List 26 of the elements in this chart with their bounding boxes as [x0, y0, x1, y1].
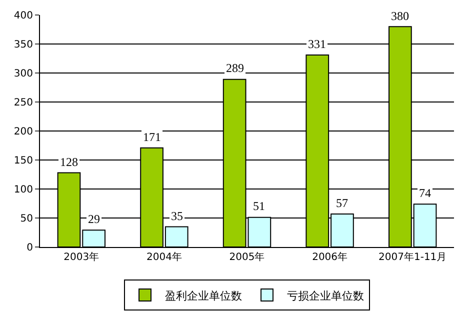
y-tick-label: 350	[14, 40, 33, 50]
data-label: 171	[143, 130, 161, 144]
data-label: 289	[226, 61, 244, 75]
y-tick-label: 400	[14, 10, 33, 22]
data-label: 128	[60, 155, 78, 169]
x-tick-label: 2003年	[64, 251, 100, 263]
y-tick-label: 100	[14, 184, 33, 196]
x-tick-label: 2006年	[312, 251, 348, 263]
data-label: 35	[171, 209, 183, 223]
y-tick-label: 250	[14, 98, 33, 108]
x-tick-label: 2007年1-11月	[378, 251, 447, 263]
data-label: 380	[391, 9, 409, 23]
legend-label: 盈利企业单位数	[165, 289, 242, 302]
data-label: 74	[419, 186, 431, 200]
y-tick-label: 50	[20, 214, 33, 224]
y-tick-label: 200	[14, 126, 33, 138]
x-tick-label: 2004年	[146, 251, 182, 263]
y-tick-label: 300	[14, 68, 33, 80]
x-tick-label: 2005年	[229, 251, 265, 263]
data-label: 331	[308, 37, 326, 51]
y-tick-label: 0	[26, 242, 33, 254]
y-tick-label: 150	[14, 156, 33, 166]
data-label: 51	[253, 199, 265, 213]
legend-label: 亏损企业单位数	[287, 289, 364, 302]
data-label: 57	[336, 196, 348, 210]
data-label: 29	[88, 212, 100, 226]
